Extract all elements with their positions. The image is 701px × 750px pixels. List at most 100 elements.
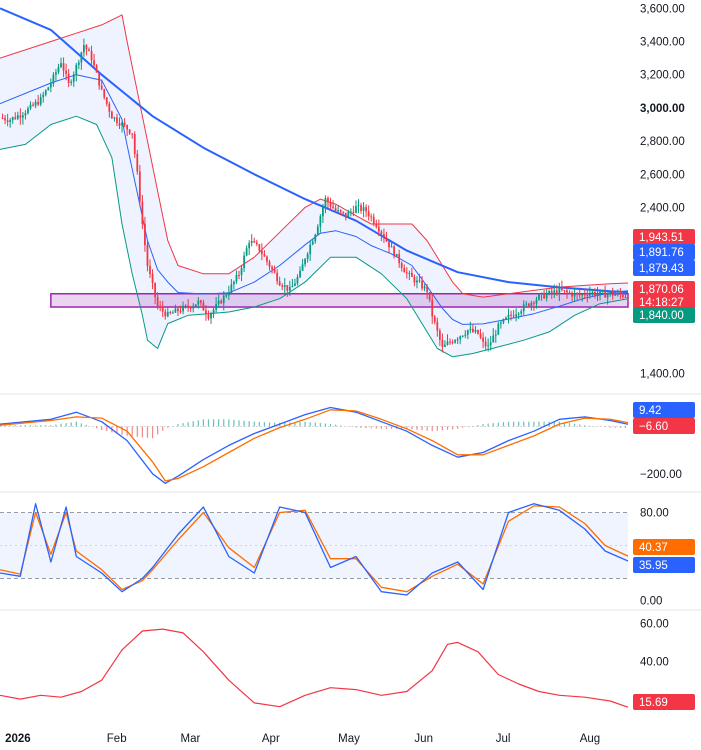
candle[interactable] [576, 293, 579, 295]
candle[interactable] [136, 153, 139, 172]
candle[interactable] [131, 133, 134, 135]
candle[interactable] [591, 291, 594, 293]
candle[interactable] [77, 62, 80, 65]
candle[interactable] [578, 293, 581, 296]
candle[interactable] [459, 336, 462, 340]
candle[interactable] [27, 108, 29, 114]
candle[interactable] [510, 314, 512, 316]
candle[interactable] [90, 51, 93, 61]
candle[interactable] [586, 295, 589, 297]
candle[interactable] [472, 328, 474, 332]
candle[interactable] [441, 339, 444, 347]
candle[interactable] [492, 335, 495, 343]
candle[interactable] [357, 205, 360, 207]
candle[interactable] [410, 272, 413, 277]
candle[interactable] [250, 241, 253, 244]
candle[interactable] [278, 281, 281, 286]
candle[interactable] [141, 201, 144, 225]
candle[interactable] [116, 117, 118, 123]
candle[interactable] [512, 315, 515, 317]
candle[interactable] [113, 117, 116, 119]
candle[interactable] [469, 328, 472, 331]
candle[interactable] [255, 242, 258, 245]
candle[interactable] [1, 117, 4, 119]
candle[interactable] [202, 302, 205, 311]
candle[interactable] [19, 115, 22, 118]
candle[interactable] [70, 81, 73, 83]
candle[interactable] [243, 255, 245, 269]
candle[interactable] [563, 290, 566, 292]
candle[interactable] [179, 311, 182, 313]
candle[interactable] [32, 104, 34, 106]
candle[interactable] [324, 198, 327, 208]
candle[interactable] [538, 294, 540, 300]
candle[interactable] [533, 302, 535, 304]
candle[interactable] [594, 291, 596, 296]
candle[interactable] [342, 211, 345, 213]
candle[interactable] [327, 198, 329, 203]
candle[interactable] [566, 290, 568, 293]
candle[interactable] [184, 305, 187, 307]
candle[interactable] [380, 231, 383, 235]
candle[interactable] [489, 342, 492, 346]
candle[interactable] [408, 272, 411, 274]
candle[interactable] [383, 234, 385, 239]
candle[interactable] [451, 342, 454, 344]
candle[interactable] [103, 89, 106, 98]
candle[interactable] [276, 272, 279, 282]
candle[interactable] [479, 333, 482, 338]
candle[interactable] [588, 292, 591, 296]
candle[interactable] [388, 241, 390, 248]
candle[interactable] [474, 330, 477, 332]
candle[interactable] [65, 70, 67, 74]
candle[interactable] [454, 340, 456, 343]
candle[interactable] [189, 307, 192, 309]
candle[interactable] [540, 293, 543, 295]
candle[interactable] [421, 281, 423, 289]
candle[interactable] [212, 309, 215, 314]
candle[interactable] [118, 122, 121, 126]
candle[interactable] [88, 49, 90, 52]
candle[interactable] [296, 277, 299, 284]
candle[interactable] [75, 64, 78, 75]
candle[interactable] [393, 246, 395, 257]
candle[interactable] [606, 294, 609, 298]
candle[interactable] [385, 238, 388, 242]
candle[interactable] [548, 290, 551, 295]
macd-pane[interactable] [0, 406, 629, 484]
candle[interactable] [405, 272, 408, 274]
candle[interactable] [108, 103, 111, 112]
candle[interactable] [461, 335, 464, 337]
candle[interactable] [390, 246, 393, 248]
candle[interactable] [85, 45, 88, 50]
candle[interactable] [517, 313, 520, 315]
candle[interactable] [273, 269, 276, 273]
candle[interactable] [418, 280, 421, 282]
candle[interactable] [360, 205, 362, 211]
candle[interactable] [230, 284, 233, 293]
candle[interactable] [93, 60, 95, 66]
candle[interactable] [271, 266, 273, 270]
candle[interactable] [403, 268, 406, 273]
candle[interactable] [57, 67, 60, 73]
candle[interactable] [599, 291, 601, 295]
candle[interactable] [347, 212, 350, 218]
candle[interactable] [304, 258, 306, 265]
candle[interactable] [227, 292, 230, 296]
adx-pane[interactable] [0, 628, 629, 708]
candle[interactable] [72, 74, 75, 82]
candle[interactable] [601, 291, 604, 293]
candle[interactable] [220, 300, 223, 304]
candle[interactable] [238, 274, 240, 276]
candle[interactable] [423, 286, 426, 289]
candle[interactable] [436, 321, 439, 331]
candle[interactable] [334, 208, 337, 211]
candle[interactable] [105, 97, 108, 104]
candle[interactable] [44, 90, 47, 95]
candle[interactable] [16, 115, 19, 119]
candle[interactable] [583, 294, 586, 296]
candle[interactable] [126, 125, 129, 130]
candle[interactable] [309, 244, 312, 254]
candle[interactable] [555, 290, 558, 294]
candle[interactable] [6, 120, 9, 122]
